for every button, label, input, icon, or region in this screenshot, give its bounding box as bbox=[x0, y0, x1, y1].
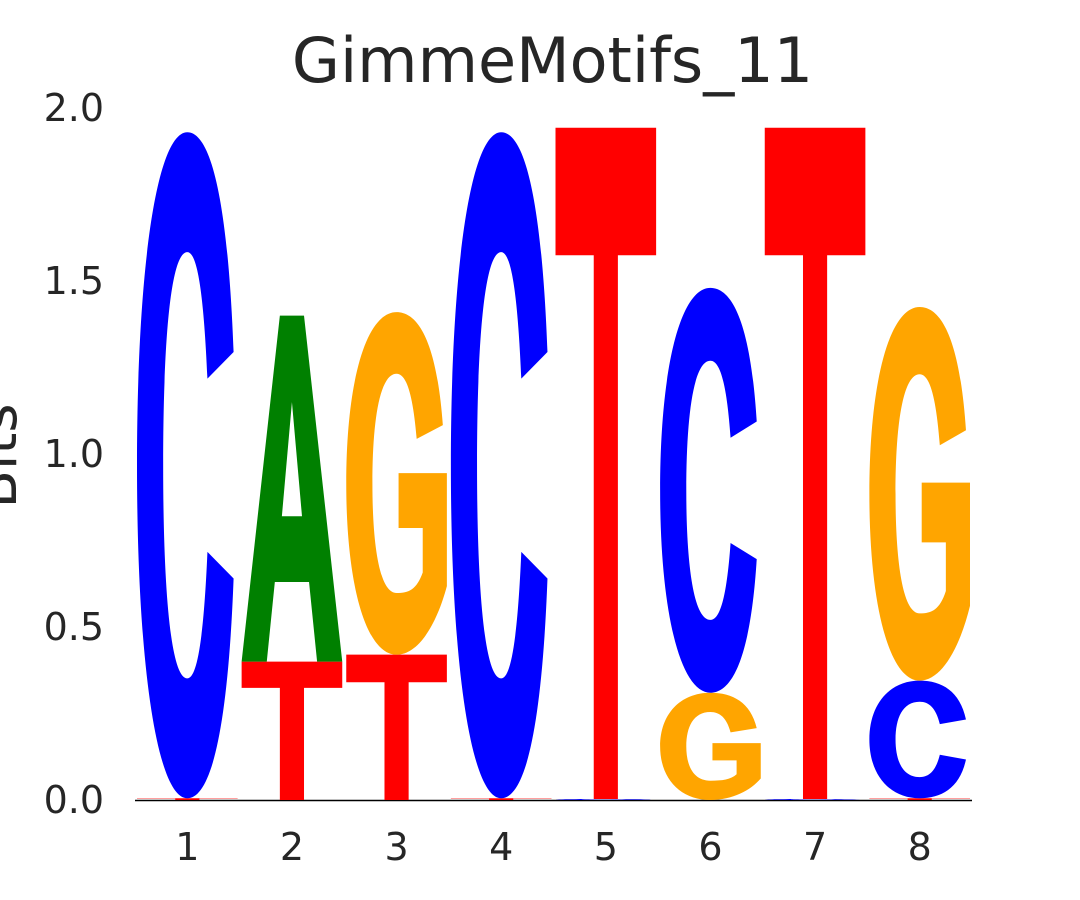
x-tick-label: 3 bbox=[384, 825, 408, 869]
y-tick-label: 0.0 bbox=[44, 778, 104, 822]
y-axis-label: Bits bbox=[0, 403, 30, 508]
logo-letter-t-pos-4 bbox=[450, 798, 552, 800]
x-tick-label: 8 bbox=[908, 825, 932, 869]
x-tick-label: 6 bbox=[698, 825, 722, 869]
y-tick-label: 0.5 bbox=[44, 605, 104, 649]
logo-letter-c-pos-6 bbox=[660, 287, 757, 693]
x-tick-label: 5 bbox=[594, 825, 618, 869]
logo-letters bbox=[137, 127, 970, 800]
y-axis-ticks: 0.0 0.5 1.0 1.5 2.0 bbox=[44, 86, 104, 822]
y-tick-label: 1.5 bbox=[44, 259, 104, 303]
x-tick-label: 1 bbox=[175, 825, 199, 869]
logo-letter-c-pos-8 bbox=[869, 680, 966, 799]
logo-letter-t-pos-7 bbox=[764, 127, 866, 799]
logo-letter-g-pos-3 bbox=[346, 312, 447, 655]
y-tick-label: 2.0 bbox=[44, 86, 104, 130]
logo-letter-t-pos-1 bbox=[137, 798, 238, 800]
y-tick-label: 1.0 bbox=[44, 432, 104, 476]
logo-letter-c-pos-5 bbox=[555, 798, 653, 800]
x-tick-label: 7 bbox=[803, 825, 827, 869]
y-axis-label-group: Bits bbox=[0, 403, 30, 508]
logo-letter-t-pos-5 bbox=[555, 127, 657, 799]
x-axis-ticks: 1 2 3 4 5 6 7 8 bbox=[175, 825, 932, 869]
logo-letter-g-pos-6 bbox=[660, 692, 761, 800]
chart-title: GimmeMotifs_11 bbox=[291, 24, 814, 97]
logo-letter-c-pos-1 bbox=[137, 132, 234, 799]
logo-letter-c-pos-4 bbox=[450, 132, 548, 799]
logo-letter-g-pos-8 bbox=[869, 306, 970, 681]
x-tick-label: 2 bbox=[280, 825, 304, 869]
logo-letter-a-pos-2 bbox=[241, 315, 343, 662]
logo-letter-t-pos-8 bbox=[869, 798, 970, 800]
logo-letter-t-pos-3 bbox=[346, 654, 447, 800]
logo-letter-c-pos-7 bbox=[764, 798, 862, 800]
x-tick-label: 4 bbox=[489, 825, 513, 869]
logo-letter-t-pos-2 bbox=[241, 661, 343, 800]
